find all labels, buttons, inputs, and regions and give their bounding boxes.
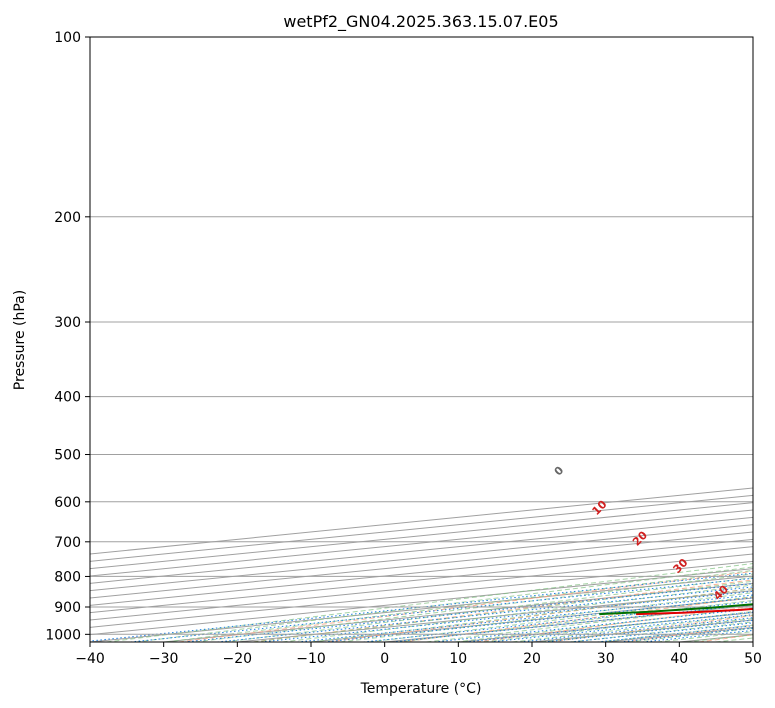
- mixing-ratio-line: [465, 611, 753, 642]
- x-tick-label: 20: [523, 651, 541, 667]
- isotherm-grid: [90, 487, 753, 642]
- moist-adiabat: [136, 566, 753, 642]
- dry-adiabat: [624, 624, 753, 642]
- isotherm-line: [90, 538, 753, 606]
- moist-adiabat-label: 10: [590, 498, 610, 518]
- temperature-profile: [636, 607, 753, 616]
- mixing-ratio-line: [519, 617, 753, 642]
- x-tick-label: 50: [744, 651, 762, 667]
- y-tick-label: 700: [54, 535, 81, 551]
- y-tick-label: 1000: [45, 627, 81, 643]
- x-tick-label: −20: [223, 651, 253, 667]
- x-tick-label: 30: [597, 651, 615, 667]
- mixing-ratio-lines: [90, 572, 753, 642]
- isotherm-line: [90, 487, 753, 555]
- plot-frame: [89, 36, 754, 643]
- mixing-ratio-line: [90, 572, 753, 642]
- moist-adiabat: [224, 577, 753, 642]
- y-tick-label: 400: [54, 390, 81, 406]
- moist-adiabat: [541, 618, 753, 642]
- moist-adiabats: [106, 563, 753, 642]
- isotherm-line: [90, 568, 753, 636]
- x-axis-title: Temperature (°C): [360, 681, 482, 697]
- moist-adiabat: [426, 603, 753, 642]
- dry-adiabat: [401, 596, 753, 642]
- mixing-ratio-line: [434, 608, 753, 642]
- moist-adiabat: [311, 588, 753, 642]
- moist-adiabat-label: 20: [630, 528, 650, 548]
- isotherm-line: [163, 582, 753, 642]
- chart-title: wetPf2_GN04.2025.363.15.07.E05: [283, 12, 558, 32]
- y-tick-label: 100: [54, 30, 81, 46]
- moist-adiabat: [165, 569, 753, 642]
- y-tick-label: 600: [54, 495, 81, 511]
- moist-adiabat: [368, 596, 753, 642]
- dewpoint-profile: [599, 603, 753, 616]
- moist-adiabat: [686, 634, 753, 642]
- dry-adiabat: [178, 570, 753, 642]
- moist-adiabat-label: 0: [552, 463, 567, 478]
- isotherm-line: [384, 604, 753, 642]
- moist-adiabat: [282, 584, 753, 642]
- pressure-grid: [90, 37, 753, 635]
- x-tick-label: 0: [380, 651, 389, 667]
- moist-adiabat: [397, 599, 753, 642]
- isotherm-line: [90, 531, 753, 599]
- moist-adiabat: [512, 614, 753, 642]
- isotherm-line: [237, 590, 753, 642]
- x-tick-label: −40: [75, 651, 105, 667]
- x-axis: −40 −30 −20 −10 0 10 20 30 40 50: [75, 642, 762, 667]
- y-tick-label: 900: [54, 600, 81, 616]
- isotherm-line: [90, 516, 753, 584]
- isotherm-line: [90, 524, 753, 592]
- x-tick-label: 10: [449, 651, 467, 667]
- y-tick-label: 200: [54, 210, 81, 226]
- x-tick-label: −30: [149, 651, 179, 667]
- y-tick-label: 800: [54, 569, 81, 585]
- y-axis-title: Pressure (hPa): [12, 290, 28, 390]
- isotherm-line: [679, 634, 753, 642]
- isotherm-line: [531, 619, 753, 642]
- isotherm-line: [90, 502, 753, 570]
- isotherm-line: [90, 494, 753, 562]
- mixing-ratio-line: [490, 614, 753, 642]
- mixing-ratio-line: [130, 577, 753, 642]
- x-tick-label: −10: [296, 651, 326, 667]
- dry-adiabat: [550, 615, 753, 642]
- moist-adiabat: [598, 624, 753, 642]
- moist-adiabat: [715, 637, 753, 642]
- dry-adiabat: [475, 605, 753, 642]
- isotherm-line: [90, 509, 753, 577]
- moist-adiabat: [454, 607, 753, 642]
- isotherm-line: [752, 641, 753, 642]
- moist-adiabat: [569, 621, 753, 642]
- x-tick-label: 40: [670, 651, 688, 667]
- y-axis: 100 200 300 400 500 600 700 800 900 1000: [45, 30, 90, 643]
- y-tick-label: 500: [54, 448, 81, 464]
- moist-adiabat: [657, 631, 753, 642]
- y-tick-label: 300: [54, 315, 81, 331]
- isotherm-line: [458, 612, 753, 642]
- moist-adiabat: [253, 580, 753, 642]
- sounding-profiles: [599, 603, 753, 616]
- dry-adiabat: [253, 579, 753, 642]
